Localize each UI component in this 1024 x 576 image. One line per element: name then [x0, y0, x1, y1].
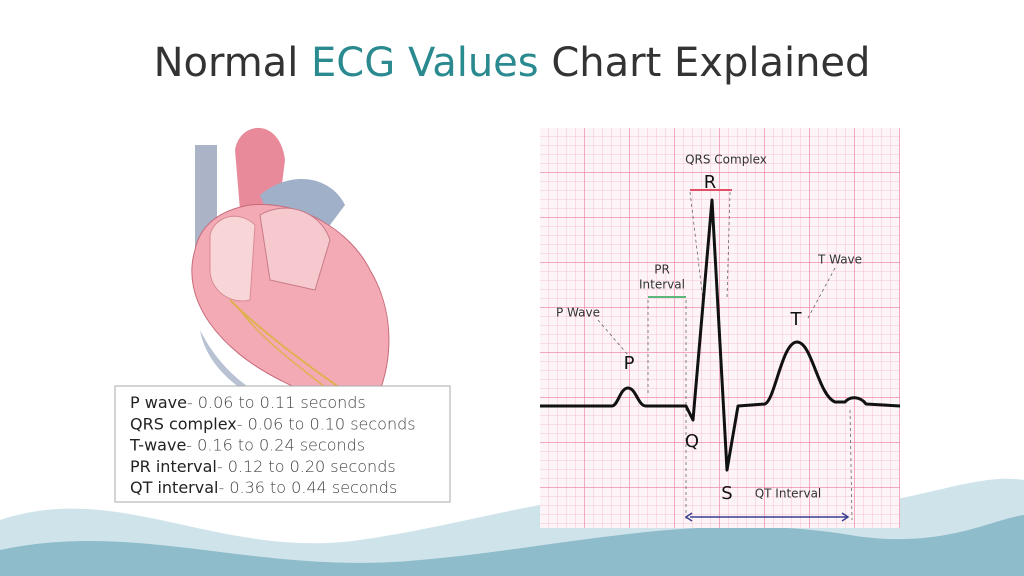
value-item: T-wave- 0.16 to 0.24 seconds: [129, 435, 365, 454]
ecg-trace: [540, 198, 901, 472]
item-name: QT interval: [130, 478, 218, 497]
p-wave-label: P Wave: [556, 306, 600, 320]
value-item: P wave- 0.06 to 0.11 seconds: [130, 393, 366, 412]
item-name: QRS complex: [130, 414, 237, 433]
qrs-label: QRS Complex: [685, 153, 767, 167]
qt-label: QT Interval: [755, 487, 822, 501]
title-prefix: Normal: [154, 40, 299, 86]
item-range: - 0.16 to 0.24 seconds: [186, 435, 365, 454]
item-name: PR interval: [130, 456, 217, 475]
ecg-chart: QRS Complex R PR Interval T Wave P Wave …: [540, 128, 901, 528]
heart-illustration: [191, 127, 390, 414]
item-name: T-wave: [129, 435, 186, 454]
title-suffix: Chart Explained: [551, 40, 870, 86]
item-range: - 0.06 to 0.11 seconds: [187, 393, 366, 412]
t-wave-label: T Wave: [817, 253, 862, 267]
pr-label: Interval: [639, 278, 685, 292]
value-item: PR interval- 0.12 to 0.20 seconds: [130, 456, 396, 475]
value-item: QT interval- 0.36 to 0.44 seconds: [130, 478, 397, 497]
title: Normal ECG Values Chart Explained: [154, 40, 871, 86]
t-label: T: [790, 309, 803, 330]
title-highlight: ECG Values: [311, 40, 539, 86]
item-range: - 0.36 to 0.44 seconds: [218, 478, 397, 497]
item-name: P wave: [130, 393, 187, 412]
values-box: [114, 385, 451, 503]
item-range: - 0.06 to 0.10 seconds: [237, 414, 416, 433]
pr-label: PR: [654, 263, 670, 277]
item-range: - 0.12 to 0.20 seconds: [217, 456, 396, 475]
value-item: QRS complex- 0.06 to 0.10 seconds: [130, 414, 416, 433]
r-label: R: [704, 172, 717, 193]
s-label: S: [721, 483, 732, 504]
wave-fg: [0, 515, 1024, 576]
q-label: Q: [685, 431, 699, 452]
p-label: P: [624, 353, 635, 374]
